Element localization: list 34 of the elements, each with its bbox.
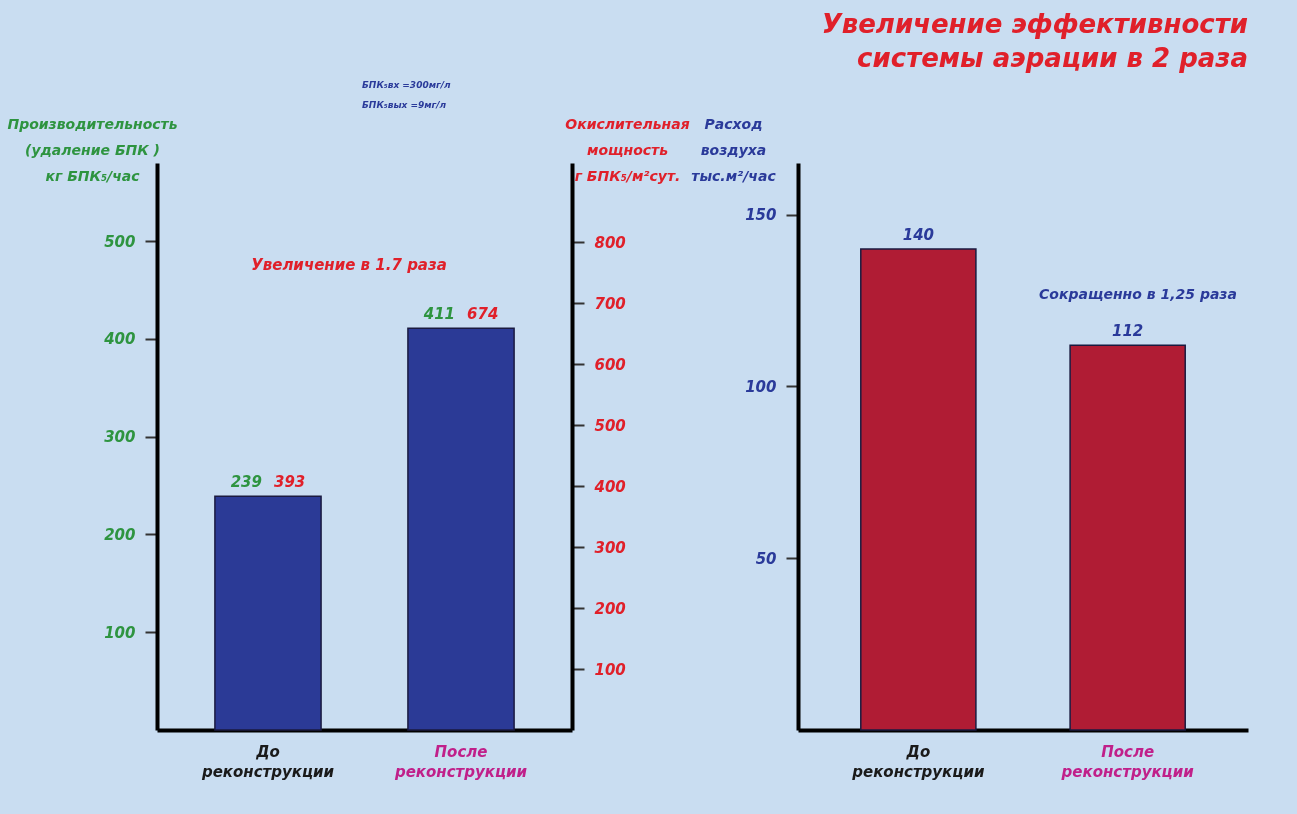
chart-title: Увеличение эффективности системы аэрации в 2 раза: [821, 9, 1248, 73]
annotation: 674: [467, 305, 499, 324]
x-tick-label: До реконструкции: [851, 742, 985, 781]
y2-axis-title: Окислительная мощность г БПК₅/м²сут.: [565, 115, 690, 184]
annotation: Увеличение в 1.7 раза: [251, 256, 447, 274]
x-tick-label: До реконструкции: [200, 742, 335, 781]
y-tick-label: 400: [103, 330, 136, 349]
y-tick-label: 50: [755, 549, 777, 568]
y2-tick-label: 800: [594, 233, 626, 252]
x-tick-label: После реконструкции: [393, 742, 528, 781]
y-axis-title: Расход воздуха тыс.м²/час: [691, 115, 777, 184]
y-tick-label: 500: [104, 232, 136, 251]
data-label: 239: [230, 473, 262, 492]
y2-tick-label: 700: [594, 294, 626, 313]
y2-tick-label: 100: [594, 660, 626, 679]
data-label: 411: [422, 305, 456, 324]
y-tick-label: 150: [745, 206, 777, 225]
y-axis-title: Производительность (удаление БПК ) кг БПК₅/час: [7, 115, 178, 184]
annotation: Сокращенно в 1,25 раза: [1039, 286, 1237, 302]
y2-tick-label: 600: [594, 355, 626, 374]
data-label: 140: [902, 225, 935, 244]
y2-tick-label: 300: [594, 538, 626, 557]
text: БПК₅вх =300мг/л: [362, 80, 451, 90]
y-tick-label: 100: [745, 377, 777, 396]
text: БПК₅вых =9мг/л: [362, 100, 447, 110]
data-label: 112: [1111, 322, 1144, 341]
y2-tick-label: 200: [594, 599, 626, 618]
y-tick-label: 100: [104, 623, 136, 642]
y-tick-label: 200: [104, 525, 136, 544]
y2-tick-label: 400: [593, 477, 626, 496]
annotation: 393: [273, 473, 306, 492]
y2-tick-label: 500: [594, 416, 626, 435]
y-tick-label: 300: [104, 428, 136, 447]
x-tick-label: После реконструкции: [1060, 742, 1195, 781]
